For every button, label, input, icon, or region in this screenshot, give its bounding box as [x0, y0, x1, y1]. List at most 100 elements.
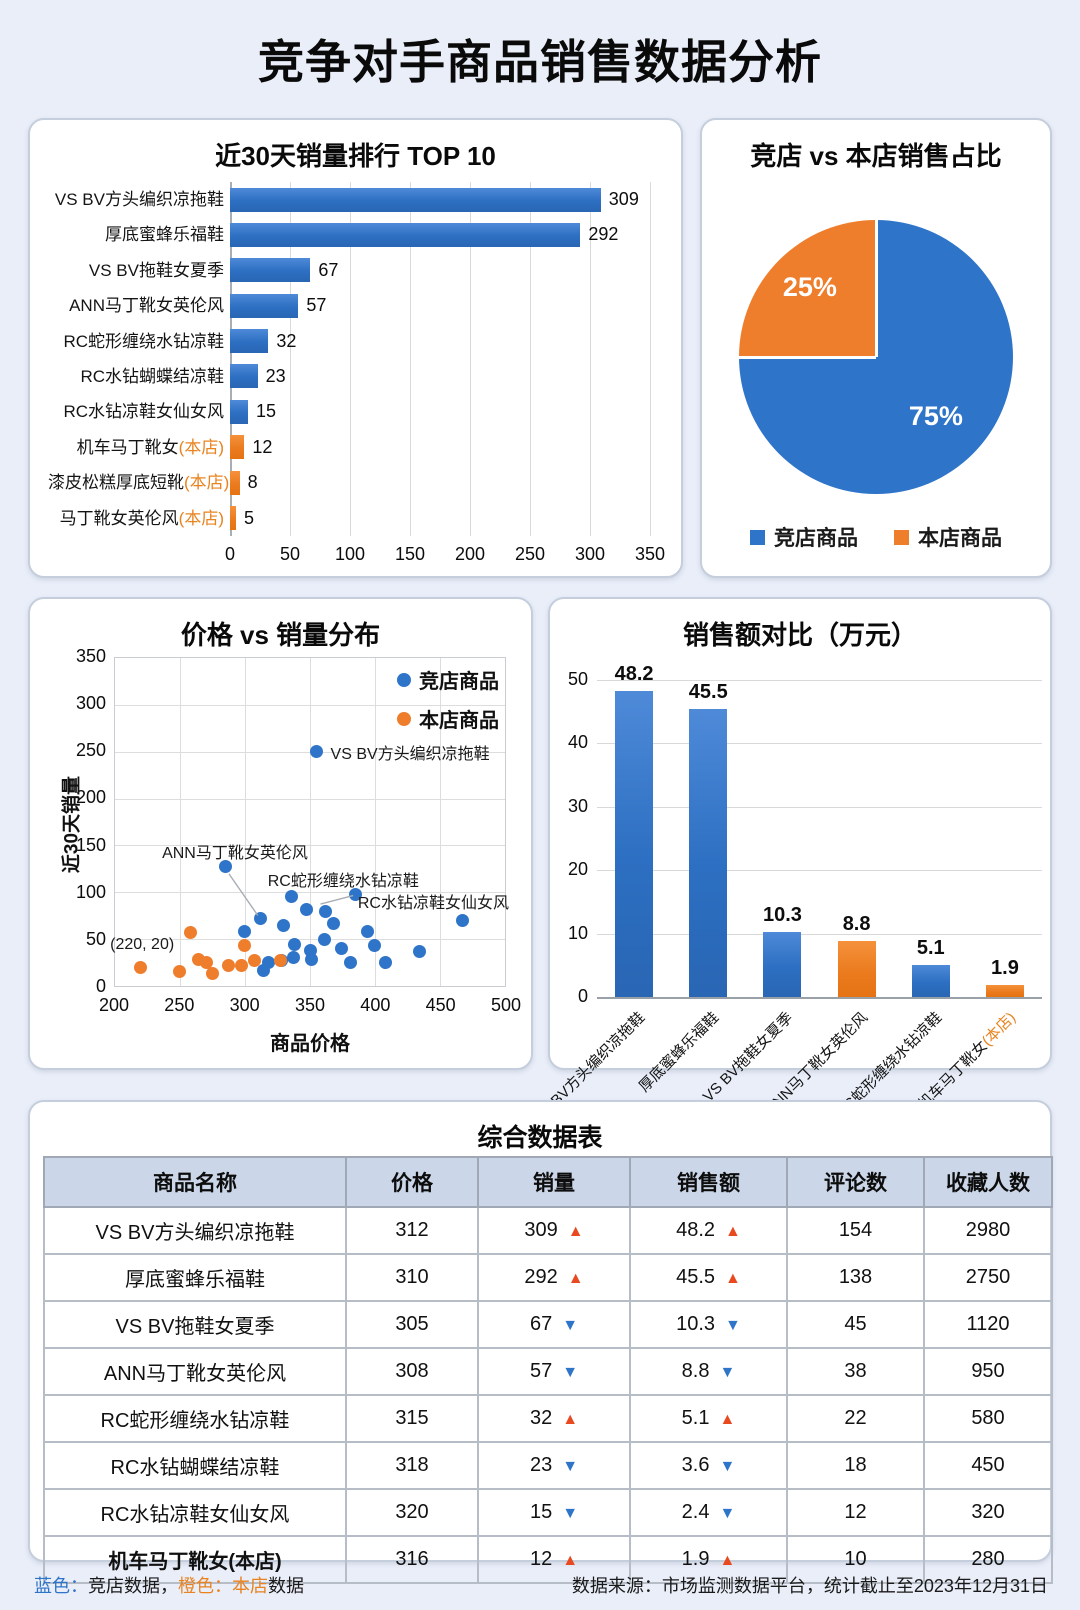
bar-value-label: 67: [318, 259, 339, 280]
tick-label: 250: [164, 995, 195, 1015]
gridline: [590, 182, 591, 536]
bar-value-label: 32: [276, 330, 297, 351]
favorites-cell: 2750: [923, 1253, 1053, 1302]
revenue-cell: 45.5 ▲: [629, 1253, 788, 1302]
scatter-legend: 竞店商品 本店商品: [397, 665, 499, 733]
bar: [615, 691, 654, 997]
scatter-point: [285, 890, 299, 904]
gridline: [115, 798, 505, 800]
gridline: [470, 182, 471, 536]
scatter-plot-area: [114, 657, 506, 987]
category-label: RC水钻凉鞋女仙女风: [48, 394, 224, 429]
product-name: RC水钻凉鞋女仙女风: [100, 1504, 290, 1526]
column-header: 收藏人数: [923, 1156, 1053, 1208]
category-label-text: RC水钻蝴蝶结凉鞋: [80, 366, 224, 386]
top10-x-axis-ticks: 0 50 100 150 200 250 300 350: [225, 544, 665, 568]
price-cell: 308: [345, 1347, 479, 1396]
tick-label: 0: [224, 544, 236, 564]
favorites-cell: 320: [923, 1488, 1053, 1537]
bar-value-label: 5: [244, 507, 255, 528]
category-label-text: 机车马丁靴女: [76, 437, 179, 457]
trend-down-icon: ▼: [719, 1505, 736, 1522]
bar-value-label: 1.9: [991, 956, 1019, 979]
trend-up-icon: ▲: [567, 1270, 584, 1287]
bar-slot: 1.9: [968, 680, 1042, 997]
tick-label: 40: [567, 732, 588, 753]
gridline: [115, 939, 505, 941]
legend-item: 竞店商品: [397, 665, 499, 694]
gridline: [115, 845, 505, 847]
bar-slot: 8.8: [820, 680, 894, 997]
table-title: 综合数据表: [477, 1124, 603, 1152]
trend-up-icon: ▲: [719, 1411, 736, 1428]
tick-label: 450: [425, 995, 456, 1015]
price-cell: 320: [345, 1488, 479, 1537]
panel-share-pie: 竞店 vs 本店销售占比 75% 25% 竞店商品 本店商品: [700, 118, 1052, 578]
gridline: [410, 182, 411, 536]
bar: [230, 222, 581, 247]
tick-label: 50: [85, 928, 106, 949]
scatter-point: [378, 956, 392, 970]
bar-row: 5: [230, 501, 650, 536]
product-name: RC水钻蝴蝶结凉鞋: [110, 1457, 280, 1479]
pie-circle: 75% 25%: [739, 220, 1013, 494]
annotation: VS BV方头编织凉拖鞋: [330, 746, 490, 764]
bar: [985, 984, 1024, 997]
bar: [230, 364, 258, 389]
tick-label: 300: [229, 995, 260, 1015]
gridline: [440, 658, 441, 986]
sales-cell: 57 ▼: [477, 1347, 631, 1396]
bar-row: 292: [230, 217, 650, 252]
legend-swatch: [397, 672, 411, 687]
scatter-point: [368, 939, 382, 953]
scatter-point: [412, 944, 426, 958]
bar-row: 309: [230, 182, 650, 217]
revenue-cell: 2.4 ▼: [629, 1488, 788, 1537]
bar-value-label: 292: [588, 224, 619, 245]
top10-category-labels: VS BV方头编织凉拖鞋 厚底蜜蜂乐福鞋 VS BV拖鞋女夏季 ANN马丁靴女英伦风 R…: [48, 182, 229, 536]
sales-cell: 15 ▼: [477, 1488, 631, 1537]
panel-summary-table: 综合数据表 商品名称 价格 销量 销售额 评论数 收藏人数 VS BV方头编织凉拖鞋 312…: [28, 1100, 1053, 1584]
sales-cell: 309 ▲: [477, 1206, 631, 1255]
bar-row: 12: [230, 430, 650, 465]
favorites-cell: 1120: [923, 1300, 1053, 1349]
category-label: RC蛇形缠绕水钻凉鞋: [48, 324, 224, 359]
bar-row: 15: [230, 394, 650, 429]
table-header-row: 商品名称 价格 销量 销售额 评论数 收藏人数: [43, 1156, 1053, 1208]
pie-legend: 竞店商品 本店商品: [702, 522, 1050, 552]
top10-chart: VS BV方头编织凉拖鞋 厚底蜜蜂乐福鞋 VS BV拖鞋女夏季 ANN马丁靴女英伦风 R…: [48, 182, 666, 576]
legend-item: 竞店商品: [750, 522, 858, 552]
panel-top10-sales-rank: 近30天销量排行 TOP 10 VS BV方头编织凉拖鞋 厚底蜜蜂乐福鞋 VS BV…: [28, 118, 683, 578]
table-row: VS BV方头编织凉拖鞋 312 309 ▲ 48.2 ▲ 154 2980: [43, 1206, 1053, 1255]
product-name-cell: VS BV拖鞋女夏季: [43, 1300, 347, 1349]
reviews-cell: 45: [786, 1300, 925, 1349]
table-row: 机车马丁靴女(本店) 316 12 ▲ 1.9 ▲ 10 280: [43, 1535, 1053, 1584]
top10-bars: 309 292 67 57 32 23 15 12 8 5: [230, 182, 650, 536]
bar-slot: 48.2: [597, 663, 671, 997]
product-name-cell: 机车马丁靴女(本店): [43, 1535, 347, 1584]
gridline: [115, 892, 505, 894]
legend-label: 竞店商品: [774, 527, 858, 550]
bar: [230, 470, 240, 495]
revenue-x-axis-labels: VS BV方头编织凉拖鞋 厚底蜜蜂乐福鞋 VS BV拖鞋女夏季 ANN马丁靴女英伦风 R…: [531, 1003, 1042, 1127]
bar: [837, 941, 876, 997]
gridline: [350, 182, 351, 536]
category-label-text: RC蛇形缠绕水钻凉鞋: [63, 331, 224, 351]
sales-cell: 12 ▲: [477, 1535, 631, 1584]
gridline: [597, 743, 1042, 745]
trend-up-icon: ▲: [725, 1270, 741, 1287]
reviews-cell: 18: [786, 1441, 925, 1490]
price-cell: 316: [345, 1535, 479, 1584]
trend-up-icon: ▲: [562, 1411, 579, 1428]
bar: [763, 931, 802, 997]
sales-cell: 292 ▲: [477, 1253, 631, 1302]
scatter-chart-title: 价格 vs 销量分布: [180, 620, 381, 650]
trend-up-icon: ▲: [725, 1223, 741, 1240]
product-name-cell: RC蛇形缠绕水钻凉鞋: [43, 1394, 347, 1443]
favorites-cell: 450: [923, 1441, 1053, 1490]
table-header: 商品名称 价格 销量 销售额 评论数 收藏人数: [43, 1156, 1053, 1208]
table-row: RC水钻凉鞋女仙女风 320 15 ▼ 2.4 ▼ 12 320: [43, 1488, 1053, 1537]
own-store-suffix: (本店): [178, 437, 224, 457]
reviews-cell: 12: [786, 1488, 925, 1537]
panel-revenue-bars: 销售额对比（万元） 48.2 45.5 10.3 8.8 5.1 1.9 0 10 20 30 40…: [531, 597, 1052, 1127]
